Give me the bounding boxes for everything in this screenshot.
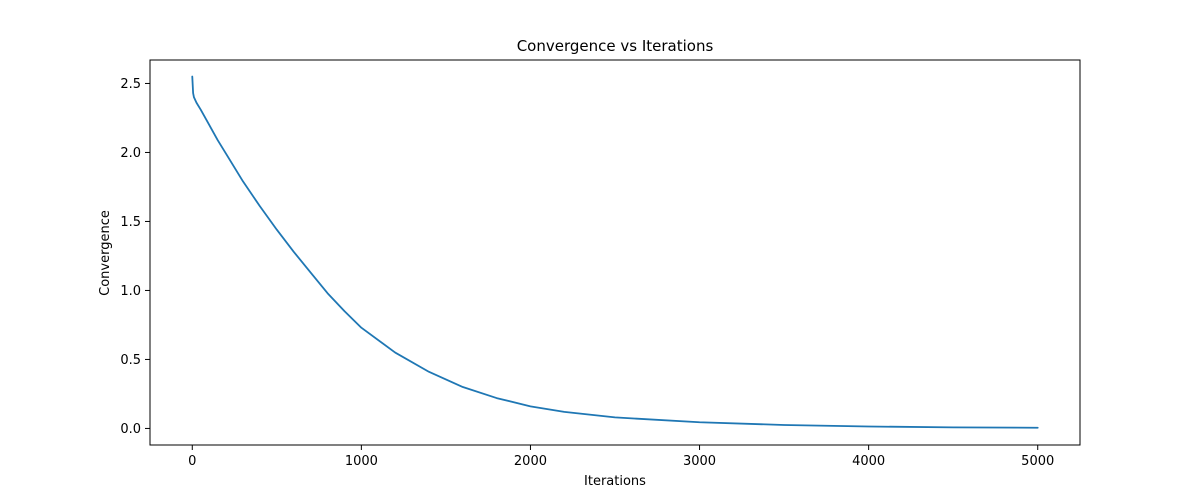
y-tick-label: 0.0: [120, 422, 141, 437]
y-axis-label: Convergence: [98, 210, 113, 296]
x-tick-label: 1000: [345, 454, 378, 469]
y-tick-label: 1.0: [120, 284, 141, 299]
x-axis-label: Iterations: [584, 474, 646, 489]
y-tick-label: 0.5: [120, 353, 141, 368]
convergence-line: [191, 75, 1039, 429]
x-tick-label: 5000: [1021, 454, 1054, 469]
x-tick-label: 0: [188, 454, 196, 469]
x-tick-label: 3000: [683, 454, 716, 469]
chart-title: Convergence vs Iterations: [517, 37, 714, 55]
y-axis-ticks: 0.0 0.5 1.0 1.5 2.0 2.5: [120, 77, 150, 437]
x-tick-label: 4000: [852, 454, 885, 469]
x-tick-label: 2000: [514, 454, 547, 469]
y-tick-label: 1.5: [120, 215, 141, 230]
plot-frame: [149, 59, 1081, 446]
x-axis-ticks: 0 1000 2000 3000 4000 5000: [188, 445, 1054, 469]
y-tick-label: 2.5: [120, 77, 141, 92]
y-tick-label: 2.0: [120, 146, 141, 161]
